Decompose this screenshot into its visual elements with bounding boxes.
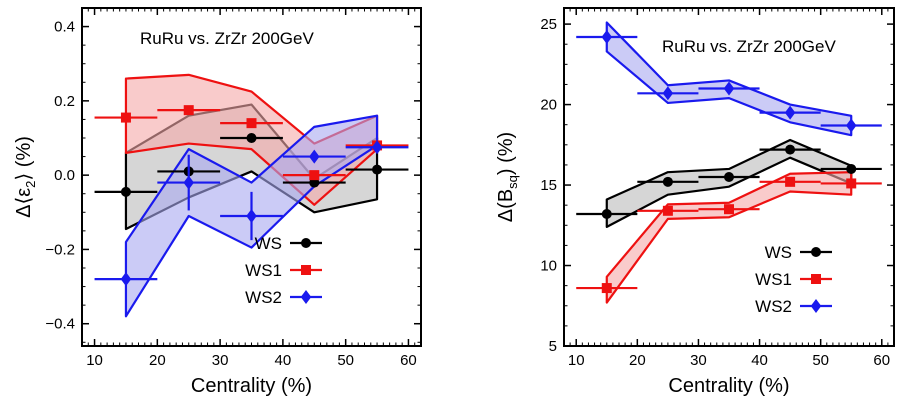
data-point-ws2 <box>120 272 132 287</box>
x-tick-label: 40 <box>275 352 292 369</box>
legend-marker-ws1 <box>811 274 821 284</box>
data-point-ws2 <box>309 149 320 164</box>
data-point-ws <box>785 144 796 155</box>
x-tick-label: 60 <box>873 352 890 369</box>
legend-marker-ws2 <box>810 299 822 313</box>
data-point-ws <box>724 172 734 182</box>
data-point-ws2 <box>723 81 735 96</box>
data-point-ws1 <box>846 178 857 189</box>
legend: WS WS1 WS2 <box>755 243 832 316</box>
x-tick-label: 50 <box>812 352 829 369</box>
x-tick-label: 10 <box>86 352 103 369</box>
data-point-ws2 <box>371 140 383 155</box>
legend-label-ws1: WS1 <box>755 270 792 289</box>
y-tick-label: −0.4 <box>45 316 75 333</box>
data-point-ws1 <box>601 283 612 294</box>
data-point-ws2 <box>845 118 857 133</box>
y-tick-label: 0.2 <box>54 93 75 110</box>
x-tick-label: 30 <box>212 352 229 369</box>
y-axis-label-subscript: 2 <box>23 181 38 188</box>
data-point-ws2 <box>601 29 613 44</box>
band-ws1 <box>605 171 853 304</box>
data-point-ws2 <box>246 209 257 223</box>
legend-label-ws1: WS1 <box>245 261 282 280</box>
x-tick-label: 40 <box>751 352 768 369</box>
data-point-ws2 <box>662 86 674 101</box>
data-point-ws <box>372 164 383 175</box>
y-tick-label: 0.4 <box>54 19 75 36</box>
left-chart-panel: 10 20 30 40 50 60 −0.4 −0.2 0.0 0.2 0.4 RuRu vs. Z… <box>13 7 422 397</box>
legend-label-ws2: WS2 <box>245 288 282 307</box>
data-point-ws2 <box>183 175 194 190</box>
data-point-ws1 <box>246 118 257 129</box>
x-tick-label: 20 <box>149 352 166 369</box>
legend-marker-ws1 <box>301 265 311 275</box>
data-point-ws1 <box>120 112 131 123</box>
right-chart-panel: 10 20 30 40 50 60 5 10 15 20 25 RuRu vs. ZrZr 200G… <box>495 7 895 397</box>
y-tick-label: 10 <box>540 258 557 275</box>
data-point-ws1 <box>724 204 734 215</box>
x-axis-label: Centrality (%) <box>668 375 789 397</box>
legend-label-ws: WS <box>765 243 792 262</box>
data-point-ws <box>120 186 131 197</box>
y-tick-label: 25 <box>540 16 557 33</box>
y-tick-label: 5 <box>549 338 557 355</box>
data-point-ws1 <box>309 170 320 181</box>
y-axis-label-prefix: Δ(B <box>495 189 517 222</box>
legend-marker-ws <box>301 238 311 248</box>
x-tick-label: 60 <box>400 352 417 369</box>
data-point-ws <box>662 176 673 187</box>
y-tick-label: 20 <box>540 97 557 114</box>
x-tick-label: 20 <box>629 352 646 369</box>
y-axis-label-suffix: ⟩ (%) <box>13 136 35 180</box>
x-tick-label: 10 <box>568 352 585 369</box>
chart-title: RuRu vs. ZrZr 200GeV <box>662 37 836 56</box>
legend-marker-ws <box>811 247 821 257</box>
legend: WS WS1 WS2 <box>245 234 322 307</box>
y-tick-label: −0.2 <box>45 241 75 258</box>
y-tick-label: 15 <box>540 177 557 194</box>
x-axis-label: Centrality (%) <box>191 375 312 397</box>
legend-marker-ws2 <box>300 290 312 304</box>
data-point-ws <box>601 209 612 220</box>
data-point-ws <box>846 163 857 174</box>
legend-label-ws: WS <box>255 234 282 253</box>
data-point-ws1 <box>785 176 796 187</box>
data-point-ws1 <box>183 105 194 116</box>
y-axis-label: Δ⟨ε2⟩ (%) <box>13 136 38 218</box>
data-point-ws1 <box>662 205 673 216</box>
legend-label-ws2: WS2 <box>755 297 792 316</box>
chart-title: RuRu vs. ZrZr 200GeV <box>140 29 314 48</box>
data-point-ws <box>246 133 257 143</box>
x-tick-label: 50 <box>337 352 354 369</box>
x-tick-label: 30 <box>690 352 707 369</box>
y-axis-label: Δ(Bsq) (%) <box>495 132 520 222</box>
y-axis-label-prefix: Δ⟨ε <box>13 188 35 218</box>
y-tick-label: 0.0 <box>54 167 75 184</box>
y-axis-label-subscript: sq <box>505 175 520 189</box>
y-axis-label-suffix: ) (%) <box>495 132 517 175</box>
data-point-ws2 <box>784 105 796 120</box>
